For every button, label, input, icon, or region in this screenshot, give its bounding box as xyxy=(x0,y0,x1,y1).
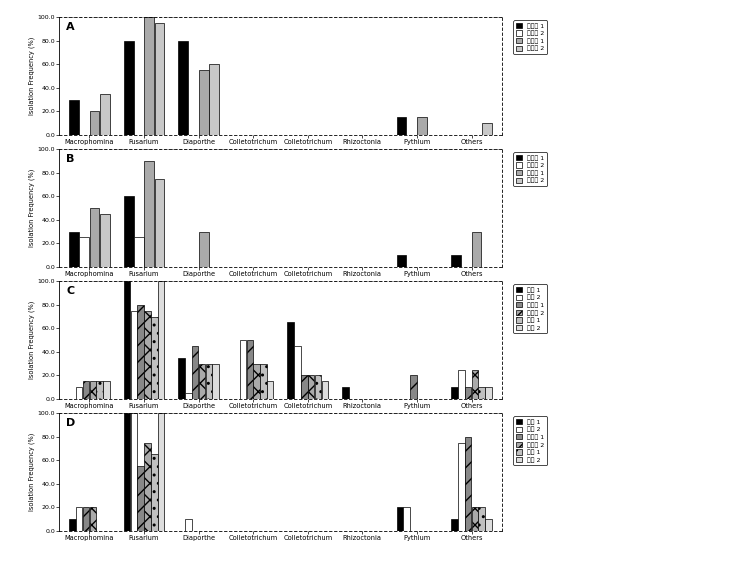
Bar xyxy=(288,323,294,399)
Bar xyxy=(151,317,158,399)
Bar xyxy=(103,381,110,399)
Bar xyxy=(124,196,134,267)
Legend: 밑토양 1, 밑토양 2, 논토양 1, 논토양 2: 밑토양 1, 밑토양 2, 논토양 1, 논토양 2 xyxy=(513,20,547,54)
Y-axis label: Isolation Frequency (%): Isolation Frequency (%) xyxy=(28,37,35,115)
Bar xyxy=(342,387,348,399)
Bar xyxy=(185,393,192,399)
Legend: 논운 1, 논운 2, 논씨눈 1, 논씨눈 2, 밑운 1, 밑운 2: 논운 1, 논운 2, 논씨눈 1, 논씨눈 2, 밑운 1, 밑운 2 xyxy=(513,284,547,333)
Bar xyxy=(247,340,253,399)
Bar xyxy=(212,364,219,399)
Bar xyxy=(144,161,154,267)
Bar xyxy=(485,387,492,399)
Bar xyxy=(134,238,144,267)
Bar xyxy=(482,123,492,135)
Bar xyxy=(97,381,103,399)
Bar xyxy=(240,340,246,399)
Y-axis label: Isolation Frequency (%): Isolation Frequency (%) xyxy=(28,169,35,247)
Bar xyxy=(199,70,209,135)
Bar xyxy=(478,387,485,399)
Bar xyxy=(69,231,79,267)
Bar xyxy=(90,381,96,399)
Bar xyxy=(155,179,164,267)
Bar xyxy=(144,443,151,531)
Bar xyxy=(458,370,464,399)
Text: D: D xyxy=(66,418,75,428)
Bar xyxy=(199,364,205,399)
Bar xyxy=(472,231,481,267)
Bar xyxy=(192,346,198,399)
Bar xyxy=(451,519,458,531)
Bar xyxy=(267,381,273,399)
Bar xyxy=(397,117,406,135)
Bar xyxy=(100,94,110,135)
Bar xyxy=(158,413,164,531)
Bar xyxy=(185,519,192,531)
Bar xyxy=(478,507,485,531)
Text: A: A xyxy=(66,22,75,32)
Bar xyxy=(397,255,406,267)
Bar xyxy=(124,413,130,531)
Bar xyxy=(472,370,478,399)
Bar xyxy=(137,305,144,399)
Bar xyxy=(253,364,260,399)
Bar xyxy=(294,346,301,399)
Bar xyxy=(80,238,89,267)
Text: B: B xyxy=(66,154,74,164)
Y-axis label: Isolation Frequency (%): Isolation Frequency (%) xyxy=(28,301,35,379)
Bar xyxy=(410,375,417,399)
Bar xyxy=(178,358,185,399)
Bar xyxy=(485,519,492,531)
Bar xyxy=(397,507,403,531)
Legend: 논운 1, 논운 2, 논씨눈 1, 논씨눈 2, 밑운 1, 밑운 2: 논운 1, 논운 2, 논씨눈 1, 논씨눈 2, 밑운 1, 밑운 2 xyxy=(513,416,547,466)
Bar xyxy=(260,364,267,399)
Text: C: C xyxy=(66,286,74,296)
Bar xyxy=(131,311,137,399)
Bar xyxy=(124,281,130,399)
Bar xyxy=(158,281,164,399)
Bar xyxy=(90,507,96,531)
Bar xyxy=(322,381,328,399)
Bar xyxy=(82,507,89,531)
Bar xyxy=(199,231,209,267)
Y-axis label: Isolation Frequency (%): Isolation Frequency (%) xyxy=(28,433,35,511)
Bar xyxy=(76,387,82,399)
Bar xyxy=(472,507,478,531)
Bar xyxy=(76,507,82,531)
Bar xyxy=(465,387,471,399)
Bar xyxy=(144,311,151,399)
Bar xyxy=(144,17,154,135)
Bar xyxy=(90,208,100,267)
Bar xyxy=(82,381,89,399)
Bar xyxy=(209,64,219,135)
Legend: 밑토양 1, 밑토양 2, 논토양 1, 논토양 2: 밑토양 1, 밑토양 2, 논토양 1, 논토양 2 xyxy=(513,152,547,186)
Bar xyxy=(90,111,100,135)
Bar xyxy=(417,117,427,135)
Bar xyxy=(155,23,164,135)
Bar xyxy=(315,375,321,399)
Bar xyxy=(403,507,410,531)
Bar xyxy=(137,466,144,531)
Bar xyxy=(151,455,158,531)
Bar xyxy=(131,413,137,531)
Bar xyxy=(178,41,188,135)
Bar xyxy=(458,443,464,531)
Bar xyxy=(124,41,134,135)
Bar xyxy=(451,255,461,267)
Bar xyxy=(69,519,76,531)
Bar xyxy=(301,375,308,399)
Bar xyxy=(100,214,110,267)
Bar xyxy=(206,364,212,399)
Bar xyxy=(69,100,79,135)
Bar xyxy=(451,387,458,399)
Bar xyxy=(308,375,314,399)
Bar xyxy=(465,437,471,531)
